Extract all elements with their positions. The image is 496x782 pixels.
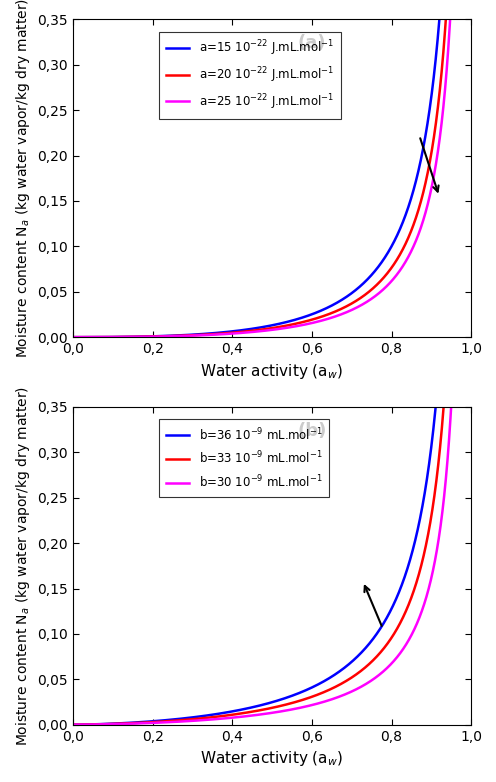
Y-axis label: Moisture content N$_a$ (kg water vapor/kg dry matter): Moisture content N$_a$ (kg water vapor/k… [14, 0, 32, 358]
Y-axis label: Moisture content N$_a$ (kg water vapor/kg dry matter): Moisture content N$_a$ (kg water vapor/k… [14, 386, 32, 746]
Text: (b): (b) [298, 421, 327, 439]
Text: (a): (a) [298, 34, 326, 52]
Legend: b=36 10$^{-9}$ mL.mol$^{-1}$, b=33 10$^{-9}$ mL.mol$^{-1}$, b=30 10$^{-9}$ mL.mo: b=36 10$^{-9}$ mL.mol$^{-1}$, b=33 10$^{… [159, 419, 329, 497]
Legend: a=15 10$^{-22}$ J.mL.mol$^{-1}$, a=20 10$^{-22}$ J.mL.mol$^{-1}$, a=25 10$^{-22}: a=15 10$^{-22}$ J.mL.mol$^{-1}$, a=20 10… [159, 31, 341, 119]
X-axis label: Water activity (a$_w$): Water activity (a$_w$) [200, 749, 344, 768]
X-axis label: Water activity (a$_w$): Water activity (a$_w$) [200, 361, 344, 381]
